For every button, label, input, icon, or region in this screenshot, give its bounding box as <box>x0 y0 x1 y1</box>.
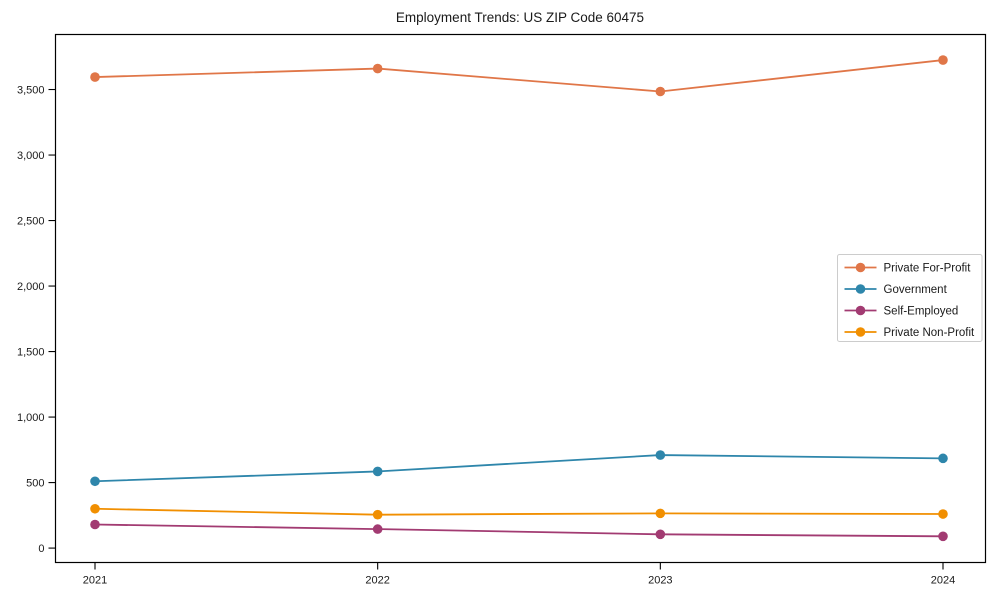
data-point-private-non-profit <box>372 509 383 520</box>
y-tick-label: 1,000 <box>17 412 45 424</box>
plot-border <box>54 33 987 564</box>
legend <box>837 254 983 342</box>
series-line-government <box>94 454 944 483</box>
data-point-self-employed <box>655 529 666 540</box>
data-point-private-for-profit <box>655 86 666 97</box>
chart-title: Employment Trends: US ZIP Code 60475 <box>396 10 644 25</box>
data-point-private-non-profit <box>655 508 666 519</box>
data-point-government <box>90 476 100 487</box>
x-tick-label: 2023 <box>648 575 672 587</box>
series-line-private-for-profit <box>94 59 944 93</box>
data-point-government <box>938 453 948 464</box>
legend-marker-private-for-profit <box>855 262 866 273</box>
y-tick-label: 2,500 <box>17 216 45 228</box>
data-point-private-for-profit <box>90 72 100 82</box>
legend-marker-self-employed <box>855 305 866 316</box>
data-point-private-for-profit <box>938 55 948 65</box>
legend-label-self-employed: Self-Employed <box>884 306 959 318</box>
x-tick-label: 2021 <box>83 575 107 587</box>
y-tick-label: 500 <box>26 478 44 490</box>
y-tick-label: 3,500 <box>17 85 45 97</box>
y-tick-label: 1,500 <box>17 347 45 359</box>
y-tick-label: 0 <box>38 543 44 555</box>
data-point-self-employed <box>372 524 383 534</box>
data-point-government <box>655 450 666 460</box>
x-tick-label: 2024 <box>931 575 955 587</box>
data-point-private-for-profit <box>372 63 383 74</box>
y-tick-label: 2,000 <box>17 281 45 293</box>
series-line-self-employed <box>94 523 944 538</box>
y-tick-label: 3,000 <box>17 150 45 162</box>
series-line-private-non-profit <box>94 507 944 516</box>
data-point-self-employed <box>90 519 100 530</box>
data-point-private-non-profit <box>90 503 100 514</box>
legend-marker-private-non-profit <box>855 327 866 337</box>
legend-label-private-for-profit: Private For-Profit <box>884 263 972 275</box>
legend-label-government: Government <box>884 284 948 296</box>
legend-marker-government <box>855 284 866 294</box>
data-point-private-non-profit <box>938 509 948 519</box>
x-tick-label: 2022 <box>365 575 389 587</box>
data-point-self-employed <box>938 531 948 542</box>
data-point-government <box>372 466 383 477</box>
legend-label-private-non-profit: Private Non-Profit <box>884 327 976 339</box>
